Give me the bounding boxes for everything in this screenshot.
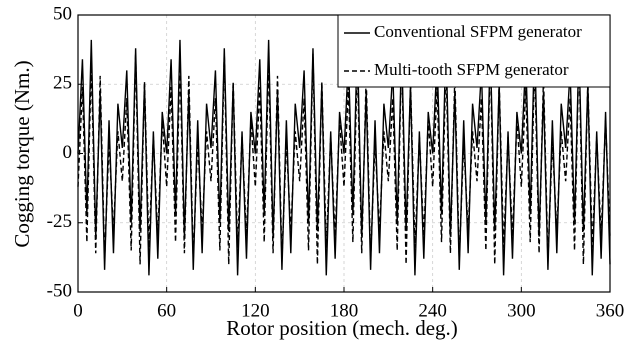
y-axis-label: Cogging torque (Nm.) [10, 60, 34, 247]
x-tick-label: 120 [241, 300, 270, 321]
x-tick-label: 360 [596, 300, 625, 321]
y-tick-label: 50 [53, 3, 72, 24]
x-axis-label: Rotor position (mech. deg.) [226, 316, 458, 340]
legend-box [337, 14, 611, 88]
y-tick-label: 0 [63, 142, 73, 163]
x-tick-label: 180 [330, 300, 359, 321]
x-tick-label: 60 [157, 300, 176, 321]
legend-label: Conventional SFPM generator [374, 22, 582, 41]
x-tick-label: 300 [507, 300, 536, 321]
x-tick-label: 0 [73, 300, 83, 321]
series-line [77, 53, 611, 265]
legend-label: Multi-tooth SFPM generator [374, 60, 569, 79]
y-tick-label: -50 [47, 280, 72, 301]
series-line [77, 39, 611, 276]
y-tick-label: 25 [53, 73, 72, 94]
x-tick-label: 240 [418, 300, 447, 321]
y-tick-label: -25 [47, 211, 72, 232]
